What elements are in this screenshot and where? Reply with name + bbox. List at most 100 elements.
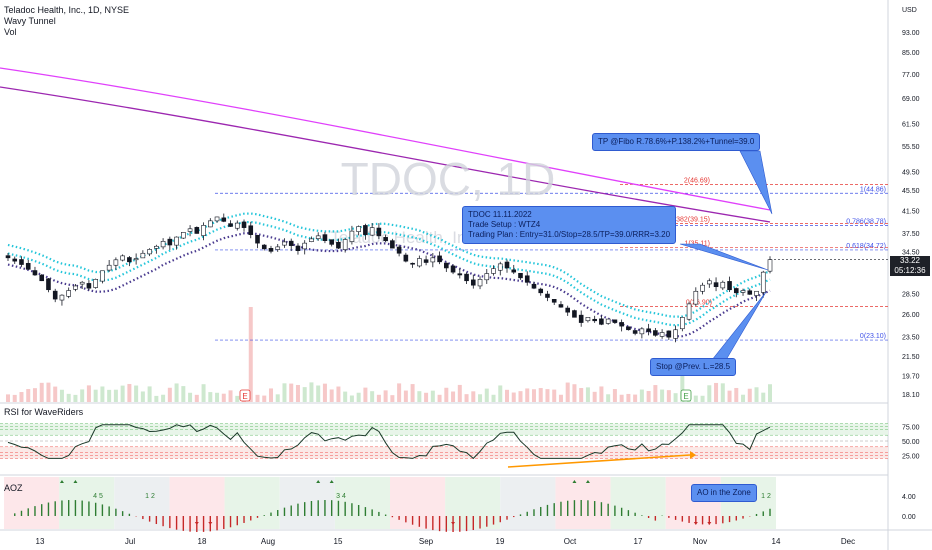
volume-bar [134,385,139,402]
aoz-zone [114,477,170,529]
volume-bar [309,382,314,402]
aoz-zone [4,477,60,529]
aoz-zone [224,477,280,529]
volume-bar [552,389,557,402]
candle-body [558,304,564,308]
volume-bar [316,385,321,402]
candle-body [309,238,314,242]
candle-body [140,252,146,259]
candle-body [52,290,58,300]
price-tick-label: 49.50 [902,169,920,176]
volume-bar [707,385,712,402]
candle-body [12,258,18,262]
aoz-zone [59,477,115,529]
candle-body [329,239,334,245]
callout-stop[interactable]: Stop @Prev. L.=28.5 [650,358,737,376]
volume-bar [6,394,10,402]
candle-body [241,221,247,228]
rsi-tick-label: 25.00 [902,454,920,461]
aoz-zone-label: 1 2 [145,493,155,500]
callout-take-profit[interactable]: TP @Fibo R.78.6%+P.138.2%+Tunnel=39.0 [592,133,761,151]
volume-bar [235,395,240,402]
volume-bar [26,389,31,402]
volume-bar [653,385,658,402]
candle-body [315,235,321,239]
legend-wavy-tunnel[interactable]: Wavy Tunnel [4,16,56,26]
volume-bar [107,389,112,402]
volume-bar [248,307,253,402]
volume-bar [511,392,516,402]
watermark: TDOC, 1D [341,153,556,205]
candle-body [423,259,429,263]
tunnel-upper [7,212,771,318]
setup-line-1: TDOC 11.11.2022 [468,210,532,219]
candle-body [93,279,98,288]
volume-bar [262,395,267,402]
candle-body [403,254,409,262]
legend-volume[interactable]: Vol [4,27,17,37]
aoz-zone [500,477,556,529]
volume-bar [275,394,280,402]
rsi-panel-title[interactable]: RSI for WaveRiders [4,407,84,417]
volume-bar [329,389,334,402]
volume-bar [464,394,469,402]
candle-body [160,241,166,248]
earnings-marker [239,389,251,402]
volume-bar [289,383,294,402]
volume-bar [376,394,381,402]
currency-label: USD [902,7,917,14]
candle-body [25,262,31,270]
earnings-marker [680,389,692,402]
volume-bar [336,386,341,402]
aoz-zone [279,477,335,529]
candle-body [470,279,476,286]
last-price-badge: 33.22 05:12:36 [890,256,930,276]
volume-bar [53,386,58,402]
aoz-zone-label: 4 5 [93,493,103,500]
candle-body [524,275,530,283]
aoz-signal-marker [208,522,213,525]
volume-bar [491,394,496,402]
price-tick-label: 93.00 [902,30,920,37]
volume-bar [93,389,98,402]
candle-body [572,310,577,318]
price-tick-label: 26.00 [902,312,920,319]
aoz-panel-title[interactable]: AOZ [4,483,23,493]
candle-body [497,263,503,271]
volume-bar [734,387,739,402]
aoz-histogram: 4 5 1 2 3 4 1 2 [14,480,771,532]
volume-bar [518,391,523,402]
candle-body [396,246,402,254]
volume-bar [437,394,442,402]
volume-bar [646,390,651,402]
aoz-signal-marker [693,522,698,525]
candle-body [760,271,766,293]
volume-bar [46,382,51,402]
fib-level-label: 1.382(39.15) [670,216,710,223]
rsi-divergence-arrowhead [690,451,696,459]
tunnel-middle [7,220,771,327]
earnings-marker-label: E [683,392,688,401]
volume-bar [356,392,361,402]
candle-body [450,265,456,273]
callout-aoz[interactable]: AO in the Zone [691,484,757,502]
moving-average-lines [0,67,771,223]
price-tick-label: 61.50 [902,121,920,128]
volume-bar [484,388,489,402]
volume-bar [768,384,772,402]
rsi-divergence-arrow [507,454,691,468]
volume-bar [720,383,725,402]
volume-bar [322,383,327,402]
callout-trade-setup[interactable]: TDOC 11.11.2022 Trade Setup : WTZ4 Tradi… [462,206,677,244]
candle-body [221,217,227,222]
volume-bar [80,389,85,402]
time-tick-label: 18 [198,537,207,546]
aoz-zone-background [4,477,776,529]
candle-body [302,242,308,250]
candle-body [639,328,645,335]
volume-bar [599,386,604,402]
aoz-zone-label: 1 2 [761,493,771,500]
candle-body [437,255,442,263]
candle-body [410,262,415,265]
candle-body [592,318,597,322]
